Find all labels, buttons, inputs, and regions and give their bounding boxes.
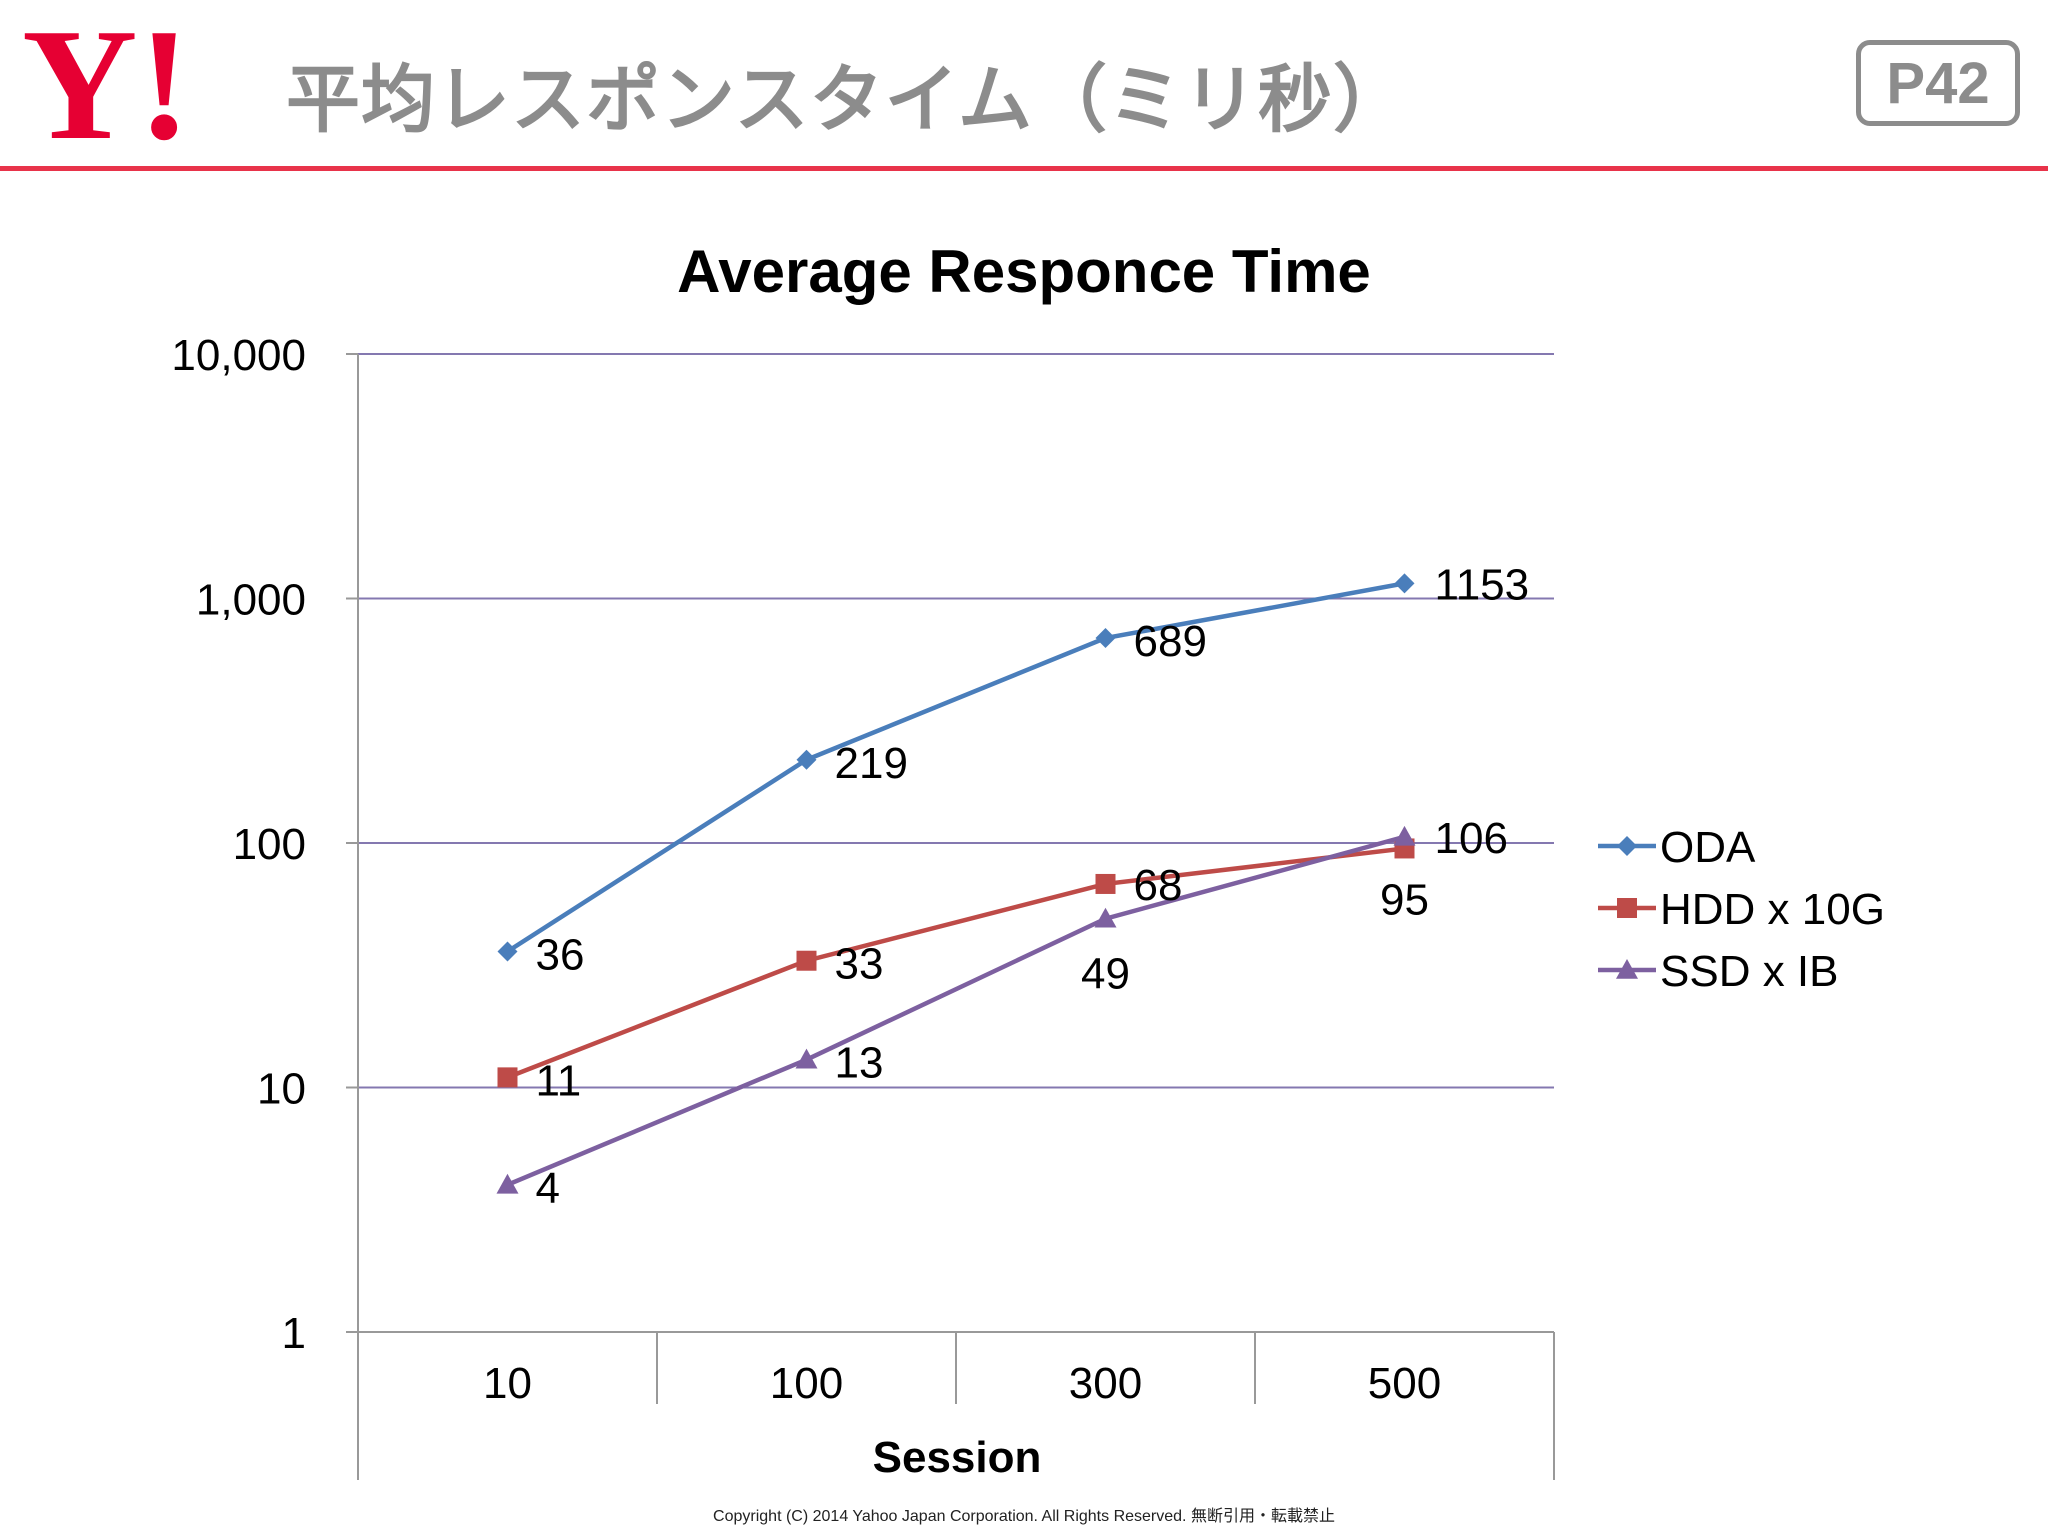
data-label-hdd-x-10g-300: 68 xyxy=(1134,861,1183,910)
x-tick-label-500: 500 xyxy=(1368,1359,1441,1408)
series-line-ssd-x-ib xyxy=(506,834,1406,1187)
y-tick-label: 10,000 xyxy=(171,331,306,380)
chart-title: Average Responce Time xyxy=(677,238,1371,305)
legend-label-oda: ODA xyxy=(1660,823,1756,872)
data-label-oda-300: 689 xyxy=(1134,617,1207,666)
x-tick-label-300: 300 xyxy=(1069,1359,1142,1408)
x-axis-title: Session xyxy=(873,1433,1042,1482)
legend-label-hdd-x-10g: HDD x 10G xyxy=(1660,885,1885,934)
data-point-hdd-x-10g-300 xyxy=(1095,873,1116,894)
legend-marker-oda xyxy=(1617,836,1637,856)
y-tick-label: 1 xyxy=(282,1309,306,1358)
data-label-oda-500: 1153 xyxy=(1435,560,1530,609)
data-point-ssd-x-ib-300 xyxy=(1094,907,1117,928)
data-label-oda-100: 219 xyxy=(835,739,908,788)
page-number-badge: P42 xyxy=(1856,40,2020,126)
data-point-oda-500 xyxy=(1394,573,1415,594)
legend-marker-hdd-x-10g xyxy=(1617,898,1637,918)
series-line-hdd-x-10g xyxy=(506,846,1405,1080)
data-label-hdd-x-10g-10: 11 xyxy=(536,1056,582,1105)
x-tick-label-100: 100 xyxy=(770,1359,843,1408)
data-point-ssd-x-ib-10 xyxy=(496,1173,519,1194)
data-point-hdd-x-10g-100 xyxy=(796,950,817,971)
data-point-ssd-x-ib-500 xyxy=(1393,825,1416,846)
data-label-ssd-x-ib-500: 106 xyxy=(1435,814,1508,863)
data-label-oda-10: 36 xyxy=(536,930,585,979)
copyright-notice: Copyright (C) 2014 Yahoo Japan Corporati… xyxy=(713,1508,1335,1525)
series-line-oda xyxy=(506,581,1405,954)
data-label-hdd-x-10g-500: 95 xyxy=(1380,875,1429,924)
page-title: 平均レスポンスタイム（ミリ秒） xyxy=(286,57,1409,143)
header-divider xyxy=(0,166,2048,171)
data-point-oda-100 xyxy=(796,749,817,770)
data-label-hdd-x-10g-100: 33 xyxy=(835,940,884,989)
legend-marker-ssd-x-ib xyxy=(1616,959,1638,979)
data-point-hdd-x-10g-10 xyxy=(497,1067,518,1088)
legend-label-ssd-x-ib: SSD x IB xyxy=(1660,947,1839,996)
logo-text: Y! xyxy=(22,12,191,152)
data-point-ssd-x-ib-100 xyxy=(795,1048,818,1069)
y-tick-label: 10 xyxy=(257,1065,306,1114)
data-point-oda-300 xyxy=(1095,628,1116,649)
data-label-ssd-x-ib-300: 49 xyxy=(1081,950,1130,999)
data-label-ssd-x-ib-10: 4 xyxy=(536,1164,560,1213)
y-tick-label: 100 xyxy=(233,820,306,869)
slide-header: Y! 平均レスポンスタイム（ミリ秒） P42 xyxy=(0,0,2048,172)
yahoo-logo: Y! xyxy=(22,12,191,152)
data-point-oda-10 xyxy=(497,941,518,962)
data-label-ssd-x-ib-100: 13 xyxy=(835,1039,884,1088)
x-tick-label-10: 10 xyxy=(483,1359,532,1408)
y-tick-label: 1,000 xyxy=(196,576,306,625)
